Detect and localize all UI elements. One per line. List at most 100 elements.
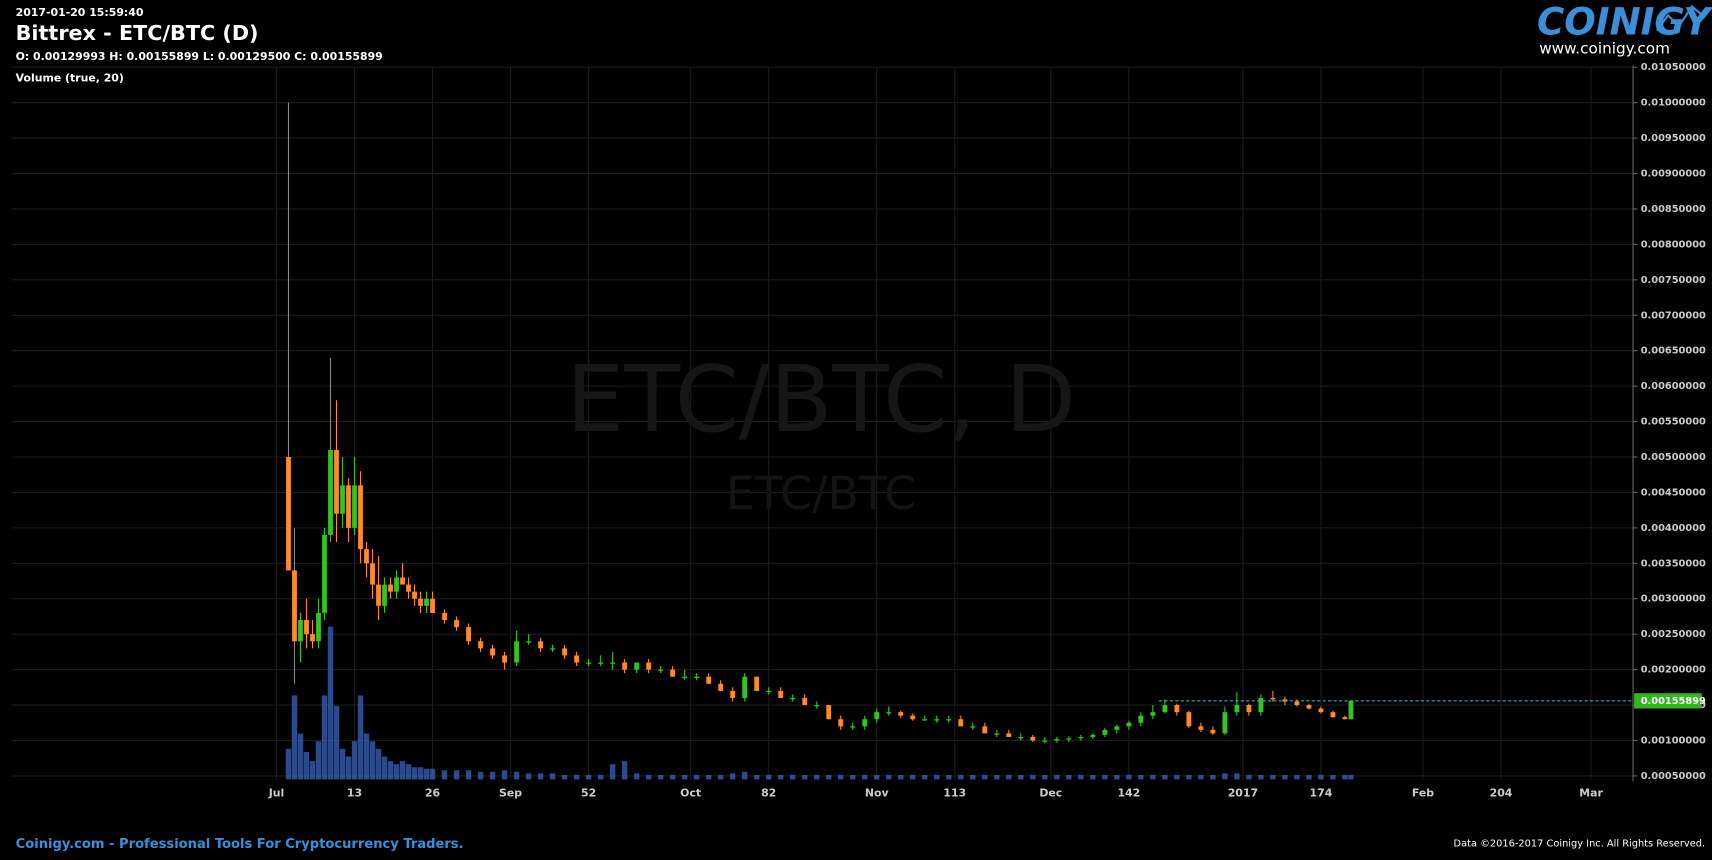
volume-bar xyxy=(327,626,334,780)
volume-bar xyxy=(645,774,652,780)
x-tick-label: Nov xyxy=(865,786,889,799)
y-tick-label: 0.00900000 xyxy=(1641,169,1706,180)
volume-bar xyxy=(1042,774,1048,780)
volume-bar xyxy=(994,774,1000,780)
watermark: ETC/BTC, D xyxy=(566,346,1076,453)
volume-bar xyxy=(345,756,352,780)
volume-bar xyxy=(813,774,820,780)
volume-bar xyxy=(351,741,358,780)
candle-body xyxy=(418,598,423,606)
y-tick-label: 0.00600000 xyxy=(1641,381,1706,392)
x-tick-label: Oct xyxy=(680,786,701,799)
volume-bar xyxy=(429,768,436,780)
candle-body xyxy=(538,641,543,649)
candle-body xyxy=(430,598,435,613)
candle-body xyxy=(1078,736,1084,739)
volume-bar xyxy=(537,773,544,780)
candle-body xyxy=(910,715,916,720)
footer-link[interactable]: Coinigy.com - Professional Tools For Cry… xyxy=(16,837,464,852)
y-tick-label: 0.00450000 xyxy=(1641,487,1706,498)
candle-body xyxy=(586,662,592,664)
volume-bar xyxy=(525,773,532,780)
candle-body xyxy=(502,655,507,663)
volume-bar xyxy=(513,771,520,780)
volume-bar xyxy=(1138,774,1144,780)
marks xyxy=(285,102,1634,780)
x-tick-label: Jul xyxy=(268,786,285,799)
candle-body xyxy=(742,676,748,698)
y-tick-label: 0.00400000 xyxy=(1641,523,1706,534)
volume-bar xyxy=(375,748,382,780)
candle-body xyxy=(802,697,808,706)
candle-body xyxy=(1162,705,1168,713)
volume-bar xyxy=(549,773,556,780)
volume-bar xyxy=(705,774,712,780)
candle-body xyxy=(292,570,297,642)
volume-bar xyxy=(297,733,304,780)
volume-bar xyxy=(1222,773,1228,780)
volume-bar xyxy=(1258,774,1264,780)
candle-body xyxy=(850,726,856,728)
volume-bar xyxy=(465,770,472,780)
volume-bar xyxy=(309,761,316,780)
volume-bar xyxy=(363,733,370,780)
candle-body xyxy=(1102,729,1108,735)
volume-bar xyxy=(801,774,808,780)
x-tick-label: 174 xyxy=(1310,786,1333,799)
volume-bar xyxy=(1246,774,1252,780)
y-tick-label: 0.00750000 xyxy=(1641,275,1706,286)
volume-bar xyxy=(922,774,928,780)
x-tick-label: 52 xyxy=(581,786,596,799)
candle-body xyxy=(490,648,495,656)
candle-body xyxy=(1330,712,1336,718)
volume-bar xyxy=(561,774,568,780)
candle-body xyxy=(658,669,664,671)
volume-bar xyxy=(381,756,388,780)
volume-bar xyxy=(411,767,418,780)
logo: COINIGY xyxy=(1537,1,1712,44)
x-tick-label: Dec xyxy=(1039,786,1062,799)
y-tick-label: 0.01050000 xyxy=(1641,62,1706,73)
volume-bar xyxy=(1054,774,1060,780)
volume-bar xyxy=(1342,774,1348,780)
candle-body xyxy=(1054,739,1060,741)
volume-bar xyxy=(315,741,322,780)
candle-body xyxy=(574,655,580,663)
volume-bar xyxy=(369,741,376,780)
candle-body xyxy=(334,449,339,514)
volume-bar xyxy=(777,774,784,780)
candle-body xyxy=(814,705,820,707)
volume-bar xyxy=(1330,774,1336,780)
volume-bar xyxy=(291,695,298,780)
volume-bar xyxy=(441,770,448,780)
candle-body xyxy=(1198,726,1204,730)
volume-bar xyxy=(405,764,412,780)
x-tick-label: 2017 xyxy=(1228,786,1258,799)
candle-body xyxy=(388,584,393,592)
volume-bar xyxy=(1174,774,1180,780)
volume-bar xyxy=(1078,774,1084,780)
volume-bar xyxy=(1126,774,1132,780)
candle-body xyxy=(646,662,652,670)
y-tick-label: 0.00200000 xyxy=(1641,665,1706,676)
candle-body xyxy=(1174,705,1180,713)
candle-body xyxy=(346,485,351,528)
candle-body xyxy=(1150,712,1156,716)
volume-bar xyxy=(321,695,328,780)
candle-body xyxy=(970,726,976,728)
watermark-sub: ETC/BTC xyxy=(726,466,916,520)
candle-body xyxy=(958,719,964,727)
candle-body xyxy=(298,620,303,642)
candle-body xyxy=(526,641,531,643)
volume-bar xyxy=(825,774,832,780)
candle-body xyxy=(340,485,345,514)
candle-body xyxy=(1294,701,1300,706)
ohlc: O: 0.00129993 H: 0.00155899 L: 0.0012950… xyxy=(16,50,383,63)
candle-body xyxy=(922,719,928,721)
volume-bar xyxy=(285,748,292,780)
last-price-tag xyxy=(1634,693,1702,709)
candle-body xyxy=(682,676,688,679)
candle-body xyxy=(478,641,483,649)
candle-body xyxy=(412,591,417,599)
